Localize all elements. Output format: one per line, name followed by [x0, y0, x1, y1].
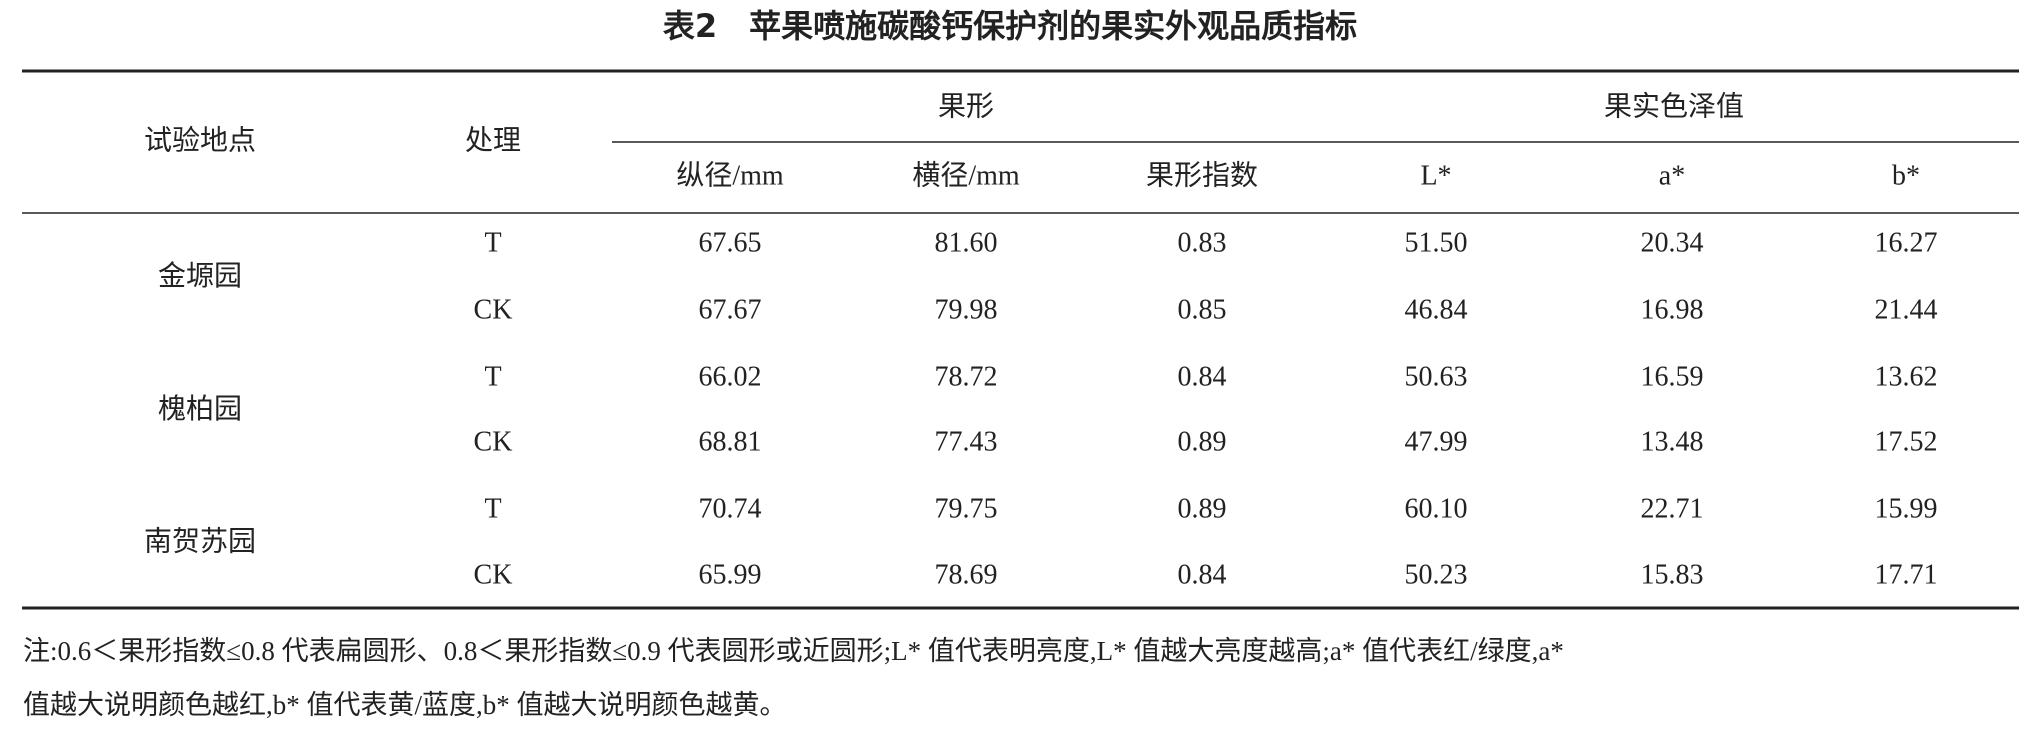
value-cell: 16.98: [1641, 294, 1704, 325]
table-title: 表2 苹果喷施碳酸钙保护剂的果实外观品质指标: [663, 7, 1357, 45]
treatment-cell: CK: [474, 426, 513, 457]
site-cell: 南贺苏园: [144, 525, 256, 557]
value-cell: 17.52: [1875, 426, 1938, 457]
value-cell: 70.74: [699, 493, 762, 524]
value-cell: 51.50: [1405, 227, 1468, 258]
value-cell: 16.59: [1641, 361, 1704, 392]
column-header: 纵径/mm: [676, 159, 784, 191]
value-cell: 20.34: [1641, 227, 1704, 258]
column-header: b*: [1892, 160, 1920, 191]
note-line: 注:0.6＜果形指数≤0.8 代表扁圆形、0.8＜果形指数≤0.9 代表圆形或近…: [23, 636, 1564, 666]
value-cell: 16.27: [1875, 227, 1938, 258]
value-cell: 21.44: [1875, 294, 1938, 325]
value-cell: 46.84: [1405, 294, 1468, 325]
value-cell: 66.02: [699, 361, 762, 392]
header-treatment: 处理: [465, 124, 521, 156]
header-site: 试验地点: [144, 124, 256, 156]
value-cell: 47.99: [1405, 426, 1468, 457]
treatment-cell: CK: [474, 294, 513, 325]
value-cell: 13.48: [1641, 426, 1704, 457]
value-cell: 79.75: [935, 493, 998, 524]
value-cell: 0.85: [1178, 294, 1227, 325]
value-cell: 17.71: [1875, 559, 1938, 590]
value-cell: 68.81: [699, 426, 762, 457]
site-cell: 槐柏园: [158, 393, 242, 425]
note-line: 值越大说明颜色越红,b* 值代表黄/蓝度,b* 值越大说明颜色越黄。: [23, 690, 787, 720]
value-cell: 0.84: [1178, 361, 1227, 392]
value-cell: 0.89: [1178, 426, 1227, 457]
column-header: 果形指数: [1146, 159, 1258, 191]
header-group: 果形: [938, 90, 994, 122]
value-cell: 79.98: [935, 294, 998, 325]
site-cell: 金塬园: [158, 260, 242, 292]
value-cell: 15.83: [1641, 559, 1704, 590]
value-cell: 67.65: [699, 227, 762, 258]
value-cell: 0.84: [1178, 559, 1227, 590]
value-cell: 81.60: [935, 227, 998, 258]
value-cell: 77.43: [935, 426, 998, 457]
column-header: 横径/mm: [912, 159, 1020, 191]
treatment-cell: CK: [474, 559, 513, 590]
value-cell: 65.99: [699, 559, 762, 590]
header-group: 果实色泽值: [1604, 90, 1744, 122]
value-cell: 0.89: [1178, 493, 1227, 524]
value-cell: 22.71: [1641, 493, 1704, 524]
value-cell: 60.10: [1405, 493, 1468, 524]
value-cell: 67.67: [699, 294, 762, 325]
value-cell: 78.69: [935, 559, 998, 590]
column-header: L*: [1420, 160, 1451, 191]
treatment-cell: T: [484, 227, 501, 258]
value-cell: 78.72: [935, 361, 998, 392]
value-cell: 50.63: [1405, 361, 1468, 392]
value-cell: 15.99: [1875, 493, 1938, 524]
value-cell: 0.83: [1178, 227, 1227, 258]
value-cell: 50.23: [1405, 559, 1468, 590]
treatment-cell: T: [484, 361, 501, 392]
treatment-cell: T: [484, 493, 501, 524]
column-header: a*: [1659, 160, 1685, 191]
value-cell: 13.62: [1875, 361, 1938, 392]
